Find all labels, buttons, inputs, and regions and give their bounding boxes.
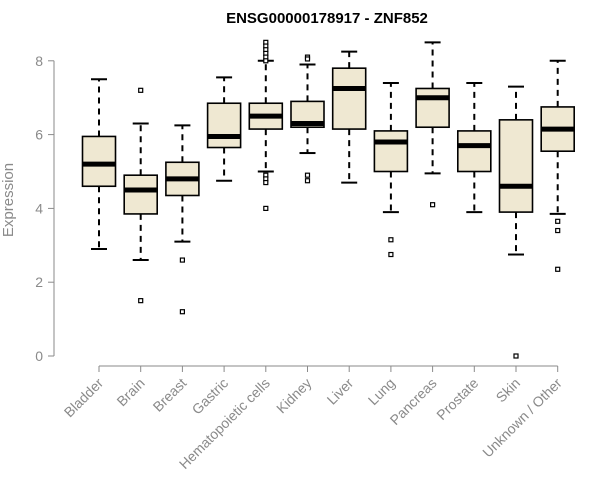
iqr-box xyxy=(456,130,492,173)
outlier-point xyxy=(388,237,394,243)
box-prostate xyxy=(456,81,492,214)
x-tick-label: Bladder xyxy=(61,375,107,421)
outlier-point xyxy=(430,202,436,208)
box-gastric xyxy=(206,76,242,182)
box-pancreas xyxy=(415,41,450,208)
box-liver xyxy=(331,50,367,184)
box-lung xyxy=(373,81,409,258)
x-tick-label: Breast xyxy=(150,375,190,415)
box-kidney xyxy=(290,54,325,184)
box-bladder xyxy=(81,78,117,250)
outlier-point xyxy=(304,178,311,184)
outlier-point xyxy=(179,257,185,263)
y-tick-label: 2 xyxy=(35,274,43,290)
x-tick-label: Skin xyxy=(493,375,524,406)
iqr-box xyxy=(123,174,158,215)
box-unknown-other xyxy=(540,59,576,272)
iqr-box xyxy=(206,102,242,149)
outlier-point xyxy=(304,56,311,62)
iqr-box xyxy=(498,119,534,213)
outlier-point xyxy=(179,309,185,315)
y-tick-label: 0 xyxy=(35,348,43,364)
outlier-point xyxy=(263,58,269,64)
outlier-point xyxy=(555,218,561,224)
y-axis-label: Expression xyxy=(0,163,17,237)
y-tick-label: 4 xyxy=(35,200,43,216)
outlier-point xyxy=(555,266,561,272)
box-skin xyxy=(498,85,534,359)
x-tick-label: Brain xyxy=(113,375,147,409)
chart-title: ENSG00000178917 - ZNF852 xyxy=(226,10,428,27)
x-tick-label: Kidney xyxy=(273,375,315,417)
outlier-point xyxy=(388,251,394,258)
x-tick-label: Unknown / Other xyxy=(479,375,565,461)
box-hematopoietic-cells xyxy=(248,39,284,211)
y-tick-label: 8 xyxy=(35,53,43,69)
outlier-point xyxy=(138,87,144,93)
box-brain xyxy=(123,87,158,304)
outlier-point xyxy=(513,353,519,359)
outlier-point xyxy=(304,172,311,178)
outlier-point xyxy=(263,205,269,211)
box-breast xyxy=(165,124,200,315)
iqr-box xyxy=(415,87,450,129)
x-tick-label: Prostate xyxy=(433,375,481,423)
y-axis: 0 2 4 6 8 xyxy=(35,53,55,364)
x-tick-label: Lung xyxy=(365,375,398,408)
iqr-box xyxy=(331,67,367,130)
outlier-point xyxy=(263,179,269,186)
iqr-box xyxy=(81,135,117,188)
y-tick-label: 6 xyxy=(35,127,43,143)
outlier-point xyxy=(138,298,144,304)
x-tick-label: Liver xyxy=(324,375,357,408)
outlier-point xyxy=(555,227,561,234)
iqr-box xyxy=(373,130,409,173)
boxes-group xyxy=(81,39,576,359)
